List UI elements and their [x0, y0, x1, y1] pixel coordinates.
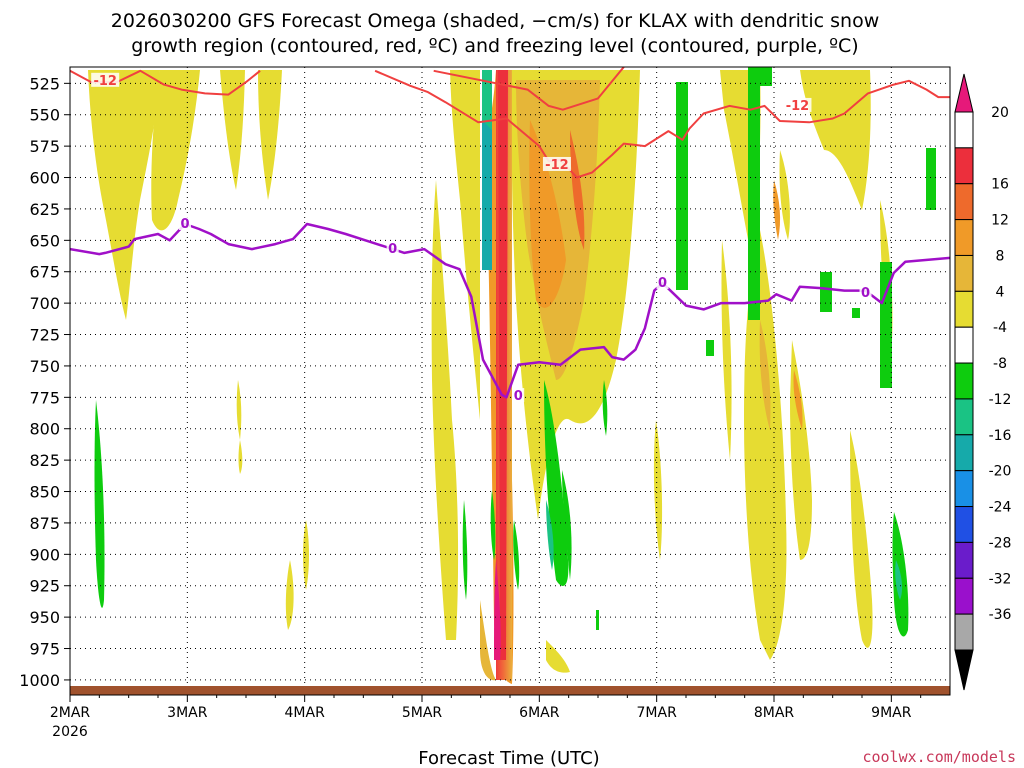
x-tick-label: 2MAR: [50, 705, 91, 721]
colorbar-label: -8: [993, 356, 1007, 372]
dgz-contour-mid: [374, 69, 950, 179]
colorbar-swatch: [954, 506, 974, 543]
colorbar-label: 8: [996, 248, 1005, 264]
x-axis-title: Forecast Time (UTC): [418, 748, 599, 768]
y-tick-label: 525: [29, 74, 60, 93]
omega-shading: [88, 67, 936, 684]
chart-title-line-1: 2026030200 GFS Forecast Omega (shaded, −…: [111, 10, 880, 32]
y-tick-label: 850: [29, 483, 60, 502]
x-tick-label: 6MAR: [519, 705, 560, 721]
dgz-contour-label: -12: [545, 158, 569, 173]
y-tick-label: 575: [29, 137, 60, 156]
colorbar-swatch: [954, 111, 974, 149]
y-tick-label: 800: [29, 420, 60, 439]
freezing-level-contour: [70, 222, 950, 399]
colorbar-swatch: [954, 541, 974, 579]
dgz-contour-lower: [433, 67, 625, 111]
chart-title-line-2: growth region (contoured, red, ºC) and f…: [131, 35, 858, 57]
y-tick-label: 975: [29, 640, 60, 659]
dgz-contour-label-bg: [91, 72, 120, 87]
freezing-level-label-bg: [859, 285, 872, 300]
colorbar-top-arrow: [954, 73, 974, 113]
colorbar-swatch: [954, 254, 974, 292]
y-tick-label: 650: [29, 231, 60, 250]
colorbar-label: -36: [989, 607, 1012, 623]
colorbar-label: -16: [989, 428, 1012, 444]
colorbar-bottom-arrow: [954, 649, 974, 691]
freezing-level-label-bg: [656, 275, 669, 290]
colorbar-label: 12: [991, 213, 1009, 229]
plot-area: -12 -12 -12 0 0 0 0 0: [70, 67, 950, 695]
colorbar-swatch: [954, 613, 974, 651]
colorbar: 20 16 12 8 4 -4 -8 -12 -16 -20 -24 -28 -32 -36: [954, 73, 1012, 691]
colorbar-label: -28: [989, 535, 1012, 551]
colorbar-label: 4: [996, 284, 1005, 300]
colorbar-label: -32: [989, 571, 1012, 587]
x-tick-label: 7MAR: [637, 705, 678, 721]
y-tick-label: 875: [29, 514, 60, 533]
colorbar-swatch: [954, 183, 974, 221]
colorbar-swatch: [954, 147, 974, 185]
y-tick-label: 1000: [19, 671, 60, 690]
dgz-contour-label: -12: [93, 74, 117, 89]
y-tick-label: 550: [29, 106, 60, 125]
colorbar-swatch: [954, 470, 974, 508]
x-tick-label: 9MAR: [871, 705, 912, 721]
x-tick-label: 4MAR: [285, 705, 326, 721]
y-tick-label: 750: [29, 357, 60, 376]
y-tick-label: 625: [29, 200, 60, 219]
colorbar-label: -4: [993, 320, 1007, 336]
dgz-contour-label-bg: [542, 156, 571, 171]
freezing-level-label: 0: [180, 217, 189, 232]
freezing-level-label-bg: [512, 388, 525, 403]
x-tick-label: 8MAR: [754, 705, 795, 721]
x-tick-label: 3MAR: [167, 705, 208, 721]
freezing-level-label: 0: [514, 389, 523, 404]
freezing-level-label: 0: [388, 242, 397, 257]
colorbar-swatch: [954, 577, 974, 615]
dgz-contour-label: -12: [786, 99, 810, 114]
colorbar-swatch: [954, 219, 974, 256]
colorbar-swatch: [954, 398, 974, 436]
freezing-level-label-bg: [178, 216, 191, 230]
colorbar-label: -24: [989, 500, 1012, 516]
y-tick-label: 725: [29, 326, 60, 345]
y-tick-label: 825: [29, 451, 60, 470]
y-tick-label: 950: [29, 608, 60, 627]
colorbar-label: 20: [991, 105, 1009, 121]
dgz-contour-label-bg: [783, 97, 812, 112]
y-tick-label: 925: [29, 577, 60, 596]
x-tick-year: 2026: [52, 724, 88, 740]
freezing-level-label: 0: [861, 286, 870, 301]
y-tick-label: 775: [29, 388, 60, 407]
colorbar-label: -20: [989, 464, 1012, 480]
ground-surface: [70, 686, 950, 695]
y-tick-label: 700: [29, 294, 60, 313]
pressure-axis: 525 550 575 600 625 650 675 700 725 750 775 800 825 8…: [19, 74, 70, 690]
credit-text: coolwx.com/models: [862, 748, 1016, 766]
y-tick-label: 675: [29, 263, 60, 282]
colorbar-swatch: [954, 362, 974, 400]
freezing-level-label-bg: [386, 241, 399, 256]
colorbar-swatch: [954, 290, 974, 328]
dotted-grid: [70, 67, 950, 695]
freezing-level-label: 0: [658, 276, 667, 291]
contour-lines: -12 -12 -12 0 0 0 0 0: [70, 67, 950, 404]
time-axis: 2MAR 2026 3MAR 4MAR 5MAR 6MAR 7MAR 8MAR 9MAR: [50, 695, 922, 740]
y-tick-label: 600: [29, 169, 60, 188]
y-tick-label: 900: [29, 545, 60, 564]
colorbar-swatch: [954, 434, 974, 472]
x-tick-label: 5MAR: [402, 705, 443, 721]
colorbar-swatch: [954, 326, 974, 364]
colorbar-label: 16: [991, 177, 1009, 193]
colorbar-label: -12: [989, 392, 1012, 408]
